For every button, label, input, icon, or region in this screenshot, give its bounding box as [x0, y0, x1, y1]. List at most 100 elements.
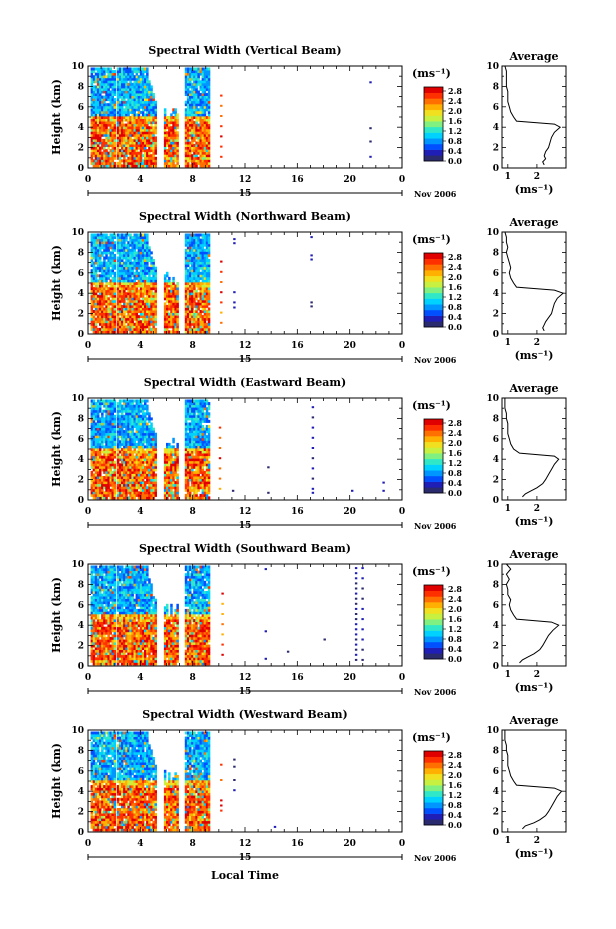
y-tick-label: 10 [71, 62, 84, 72]
heatmap-cell [146, 304, 149, 308]
heatmap-cell [125, 266, 128, 270]
colorbar-swatch [424, 115, 443, 122]
heatmap-cell [105, 320, 108, 324]
heatmap-cell [129, 253, 132, 257]
heatmap-cell [166, 136, 169, 140]
heatmap-cell [90, 256, 94, 260]
heatmap-cell [197, 93, 200, 96]
heatmap-cell [186, 105, 190, 109]
heatmap-cell [90, 116, 94, 119]
heatmap-cell [172, 164, 175, 168]
heatmap-cell [109, 67, 112, 71]
heatmap-cell [103, 146, 106, 150]
heatmap-cell [189, 159, 192, 163]
heatmap-cell [174, 292, 177, 296]
heatmap-cell [94, 259, 98, 262]
heatmap-cell [191, 136, 194, 140]
heatmap-cell [131, 248, 134, 252]
heatmap-cell [90, 121, 94, 125]
heatmap-cell [199, 248, 202, 252]
heatmap-cell [107, 282, 110, 285]
heatmap-cell [121, 294, 124, 298]
heatmap-cell [191, 154, 194, 158]
heatmap-cell [146, 110, 149, 114]
heatmap-cell [146, 243, 149, 247]
heatmap-cell [118, 156, 122, 160]
heatmap-cell [105, 233, 108, 237]
heatmap-cell [123, 75, 126, 79]
heatmap-cell [146, 164, 149, 168]
heatmap-cell [103, 327, 106, 331]
heatmap-cell [133, 70, 136, 74]
heatmap-cell [123, 161, 126, 165]
heatmap-cell [133, 82, 136, 86]
heatmap-cell [118, 294, 122, 298]
heatmap-cell [148, 310, 151, 313]
heatmap-cell [199, 113, 202, 117]
heatmap-cell [199, 95, 202, 99]
heatmap-cell [184, 161, 188, 165]
heatmap-cell [129, 126, 132, 130]
heatmap-cell [113, 432, 117, 436]
heatmap-cell [94, 450, 98, 454]
heatmap-cell [107, 116, 110, 119]
heatmap-cell [166, 304, 169, 308]
colorbar-tick-label: 2.8 [448, 86, 462, 96]
heatmap-cell [184, 138, 188, 142]
heatmap-cell [139, 289, 143, 293]
heatmap-cell [146, 105, 149, 109]
heatmap-cell [123, 315, 126, 319]
heatmap-cell [127, 310, 130, 313]
heatmap-cell [135, 164, 139, 168]
heatmap-cell [131, 98, 134, 102]
heatmap-cell [189, 261, 192, 265]
heatmap-cell [135, 156, 139, 160]
heatmap-cell [205, 128, 209, 132]
heatmap-cell [205, 282, 209, 285]
heatmap-cell [105, 121, 108, 125]
heatmap-cell [123, 312, 126, 316]
heatmap-cell [113, 131, 117, 135]
heatmap-cell [139, 269, 143, 273]
heatmap-cell [141, 315, 145, 319]
heatmap-cell [99, 279, 102, 283]
heatmap-cell [133, 123, 136, 127]
heatmap-cell [203, 93, 207, 96]
heatmap-cell [139, 159, 143, 163]
heatmap-cell [207, 289, 211, 293]
heatmap-cell [176, 118, 179, 122]
heatmap-cell [127, 110, 130, 114]
heatmap-cell [92, 297, 96, 301]
heatmap-cell [195, 310, 198, 313]
heatmap-cell [172, 108, 175, 112]
heatmap-cell [109, 75, 112, 79]
heatmap-cell [90, 325, 94, 329]
heatmap-cell [99, 67, 102, 71]
heatmap-cell [129, 110, 132, 114]
heatmap-cell [116, 294, 120, 298]
heatmap-cell [184, 327, 188, 331]
heatmap-cell [133, 136, 136, 140]
heatmap-cell [141, 105, 145, 109]
heatmap-cell [152, 146, 155, 150]
heatmap-cell [129, 264, 132, 268]
heatmap-cell [184, 251, 188, 255]
heatmap-cell [205, 93, 209, 96]
heatmap-cell [105, 330, 108, 334]
heatmap-cell [92, 241, 96, 245]
heatmap-cell [191, 146, 194, 150]
heatmap-cell [129, 287, 132, 291]
heatmap-cell [189, 100, 192, 104]
heatmap-cell [195, 87, 198, 91]
heatmap-cell [96, 136, 100, 140]
heatmap-cell [118, 302, 122, 306]
heatmap-cell [133, 289, 136, 293]
heatmap-cell [90, 430, 94, 434]
heatmap-cell [105, 269, 108, 273]
heatmap-cell [154, 274, 157, 278]
heatmap-cell [141, 77, 145, 81]
heatmap-cell [176, 302, 179, 306]
heatmap-cell [201, 159, 205, 163]
heatmap-cell [90, 110, 94, 114]
heatmap-cell [96, 144, 100, 147]
